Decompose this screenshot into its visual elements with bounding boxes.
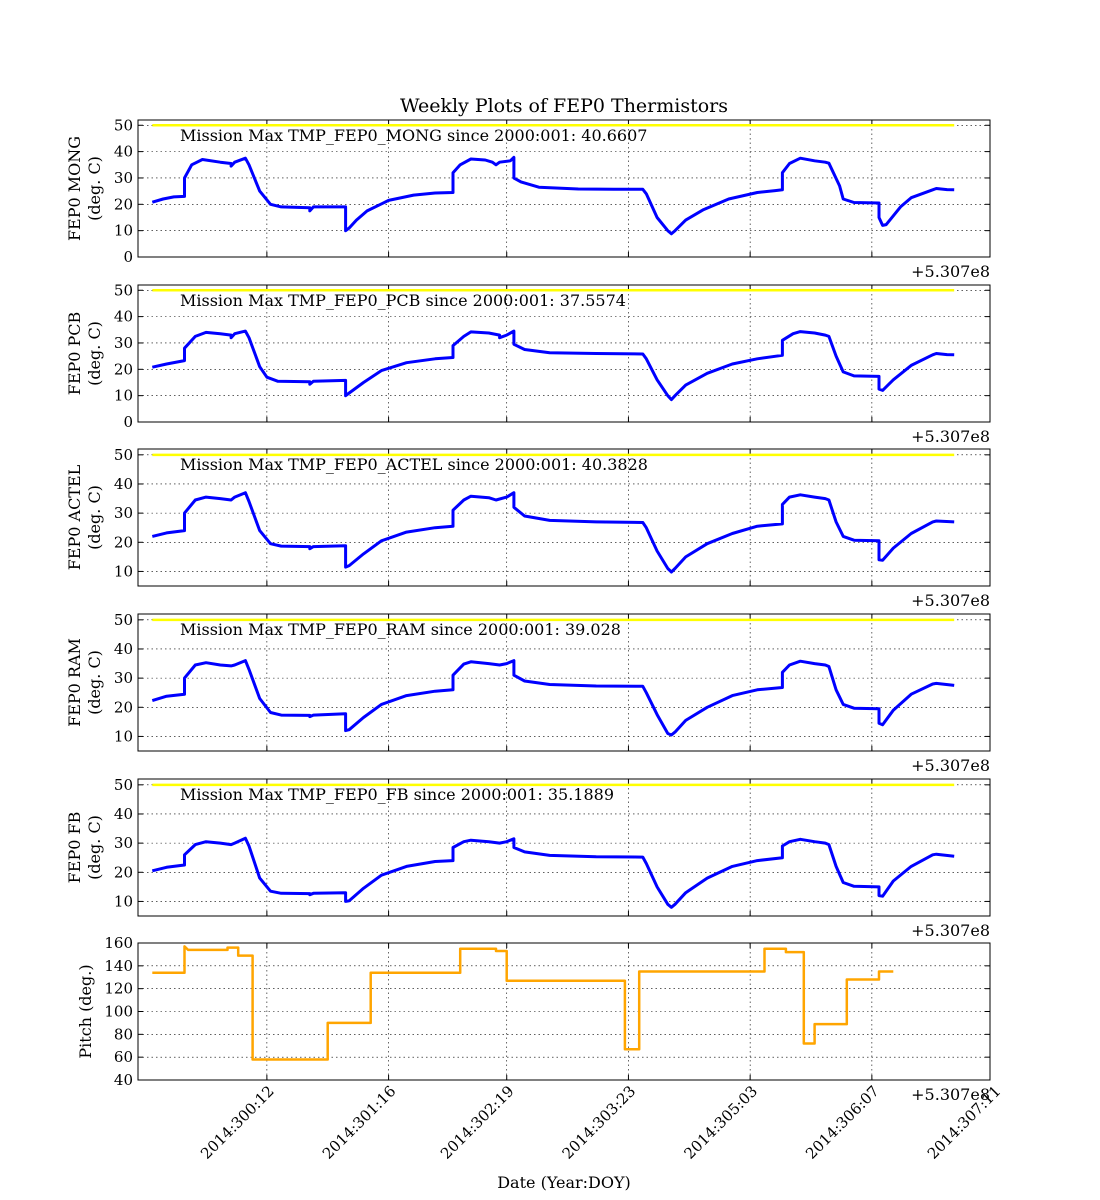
y-tick-label: 100 <box>104 1003 133 1021</box>
y-tick-label: 10 <box>114 562 133 580</box>
y-tick-label: 30 <box>114 334 133 352</box>
y-tick-label: 20 <box>114 863 133 881</box>
mission-max-annotation: Mission Max TMP_FEP0_MONG since 2000:001… <box>180 126 647 145</box>
y-tick-label: 40 <box>114 143 133 161</box>
x-tick-label: 2014:301:16 <box>319 1082 400 1163</box>
mission-max-annotation: Mission Max TMP_FEP0_FB since 2000:001: … <box>180 785 614 804</box>
y-axis-unit: (deg. C) <box>85 321 104 386</box>
series-line <box>151 491 955 574</box>
x-tick-label: 2014:303:23 <box>559 1082 640 1163</box>
y-tick-label: 140 <box>104 957 133 975</box>
y-tick-label: 10 <box>114 387 133 405</box>
y-tick-label: 10 <box>114 222 133 240</box>
y-axis-label: FEP0 MONG <box>65 136 84 241</box>
x-tick-label: 2014:302:19 <box>437 1082 518 1163</box>
y-tick-label: 30 <box>114 504 133 522</box>
y-tick-label: 10 <box>114 892 133 910</box>
offset-text: +5.307e8 <box>911 756 990 775</box>
y-tick-label: 50 <box>114 776 133 794</box>
y-tick-label: 160 <box>104 934 133 952</box>
series-line <box>152 945 894 1061</box>
offset-text: +5.307e8 <box>911 591 990 610</box>
panel-6: 40 60 80 100 120 140 160 +5.307e8 Pitch (deg.) <box>76 934 991 1104</box>
y-tick-label: 20 <box>114 195 133 213</box>
y-axis-unit: (deg. C) <box>85 815 104 880</box>
axes-frame <box>137 448 991 587</box>
axes-frame <box>137 119 991 258</box>
y-tick-label: 50 <box>114 446 133 464</box>
series-line <box>151 836 955 909</box>
mission-max-annotation: Mission Max TMP_FEP0_ACTEL since 2000:00… <box>180 455 648 474</box>
axes-frame <box>137 284 991 423</box>
series-line <box>151 659 955 737</box>
y-tick-label: 60 <box>114 1048 133 1066</box>
offset-text: +5.307e8 <box>911 427 990 446</box>
y-tick-label: 40 <box>114 1071 133 1089</box>
y-tick-label: 80 <box>114 1025 133 1043</box>
offset-text: +5.307e8 <box>911 262 990 281</box>
offset-text: +5.307e8 <box>911 1085 990 1104</box>
panels: 0 10 20 30 40 50 Mission Max TMP_FEP0_MONG sin… <box>65 116 991 1104</box>
y-tick-label: 30 <box>114 834 133 852</box>
y-axis-label: FEP0 ACTEL <box>65 464 84 570</box>
mission-max-annotation: Mission Max TMP_FEP0_PCB since 2000:001:… <box>180 291 626 310</box>
y-axis-unit: (deg. C) <box>85 485 104 550</box>
axes-frame <box>137 778 991 917</box>
y-axis-unit: (deg. C) <box>85 156 104 221</box>
y-tick-label: 20 <box>114 698 133 716</box>
series-line <box>151 155 955 236</box>
y-tick-label: 20 <box>114 533 133 551</box>
series-line <box>151 329 955 402</box>
y-tick-label: 0 <box>123 413 133 431</box>
y-tick-label: 50 <box>114 611 133 629</box>
y-axis-label: FEP0 FB <box>65 812 84 884</box>
x-tick-label: 2014:305:03 <box>680 1082 761 1163</box>
y-tick-label: 40 <box>114 640 133 658</box>
panel-2: 0 10 20 30 40 50 Mission Max TMP_FEP0_PCB sinc… <box>65 281 991 446</box>
y-tick-label: 40 <box>114 805 133 823</box>
y-tick-label: 40 <box>114 475 133 493</box>
mission-max-annotation: Mission Max TMP_FEP0_RAM since 2000:001:… <box>180 620 621 639</box>
y-tick-label: 50 <box>114 281 133 299</box>
y-axis-label: FEP0 RAM <box>65 638 84 727</box>
y-tick-label: 20 <box>114 360 133 378</box>
x-tick-label: 2014:306:07 <box>802 1082 883 1163</box>
y-tick-label: 40 <box>114 308 133 326</box>
offset-text: +5.307e8 <box>911 921 990 940</box>
y-tick-label: 50 <box>114 116 133 134</box>
figure-title: Weekly Plots of FEP0 Thermistors <box>400 95 728 117</box>
axes-frame <box>137 942 991 1081</box>
y-axis-unit: (deg. C) <box>85 650 104 715</box>
panel-3: 10 20 30 40 50 Mission Max TMP_FEP0_ACTEL sin… <box>65 446 991 610</box>
y-tick-label: 30 <box>114 169 133 187</box>
y-tick-label: 30 <box>114 669 133 687</box>
y-tick-label: 0 <box>123 248 133 266</box>
y-tick-label: 120 <box>104 980 133 998</box>
panel-1: 0 10 20 30 40 50 Mission Max TMP_FEP0_MONG sin… <box>65 116 991 281</box>
axes-frame <box>137 613 991 752</box>
y-tick-label: 10 <box>114 727 133 745</box>
x-axis-label: Date (Year:DOY) <box>497 1173 631 1192</box>
panel-4: 10 20 30 40 50 Mission Max TMP_FEP0_RAM since… <box>65 611 991 775</box>
x-tick-labels: 2014:300:12 2014:301:16 2014:302:19 2014:30… <box>197 1082 1004 1163</box>
x-tick-label: 2014:300:12 <box>197 1082 278 1163</box>
panel-5: 10 20 30 40 50 Mission Max TMP_FEP0_FB since … <box>65 776 991 940</box>
y-axis-label: FEP0 PCB <box>65 312 84 396</box>
y-axis-label: Pitch (deg.) <box>76 964 95 1058</box>
